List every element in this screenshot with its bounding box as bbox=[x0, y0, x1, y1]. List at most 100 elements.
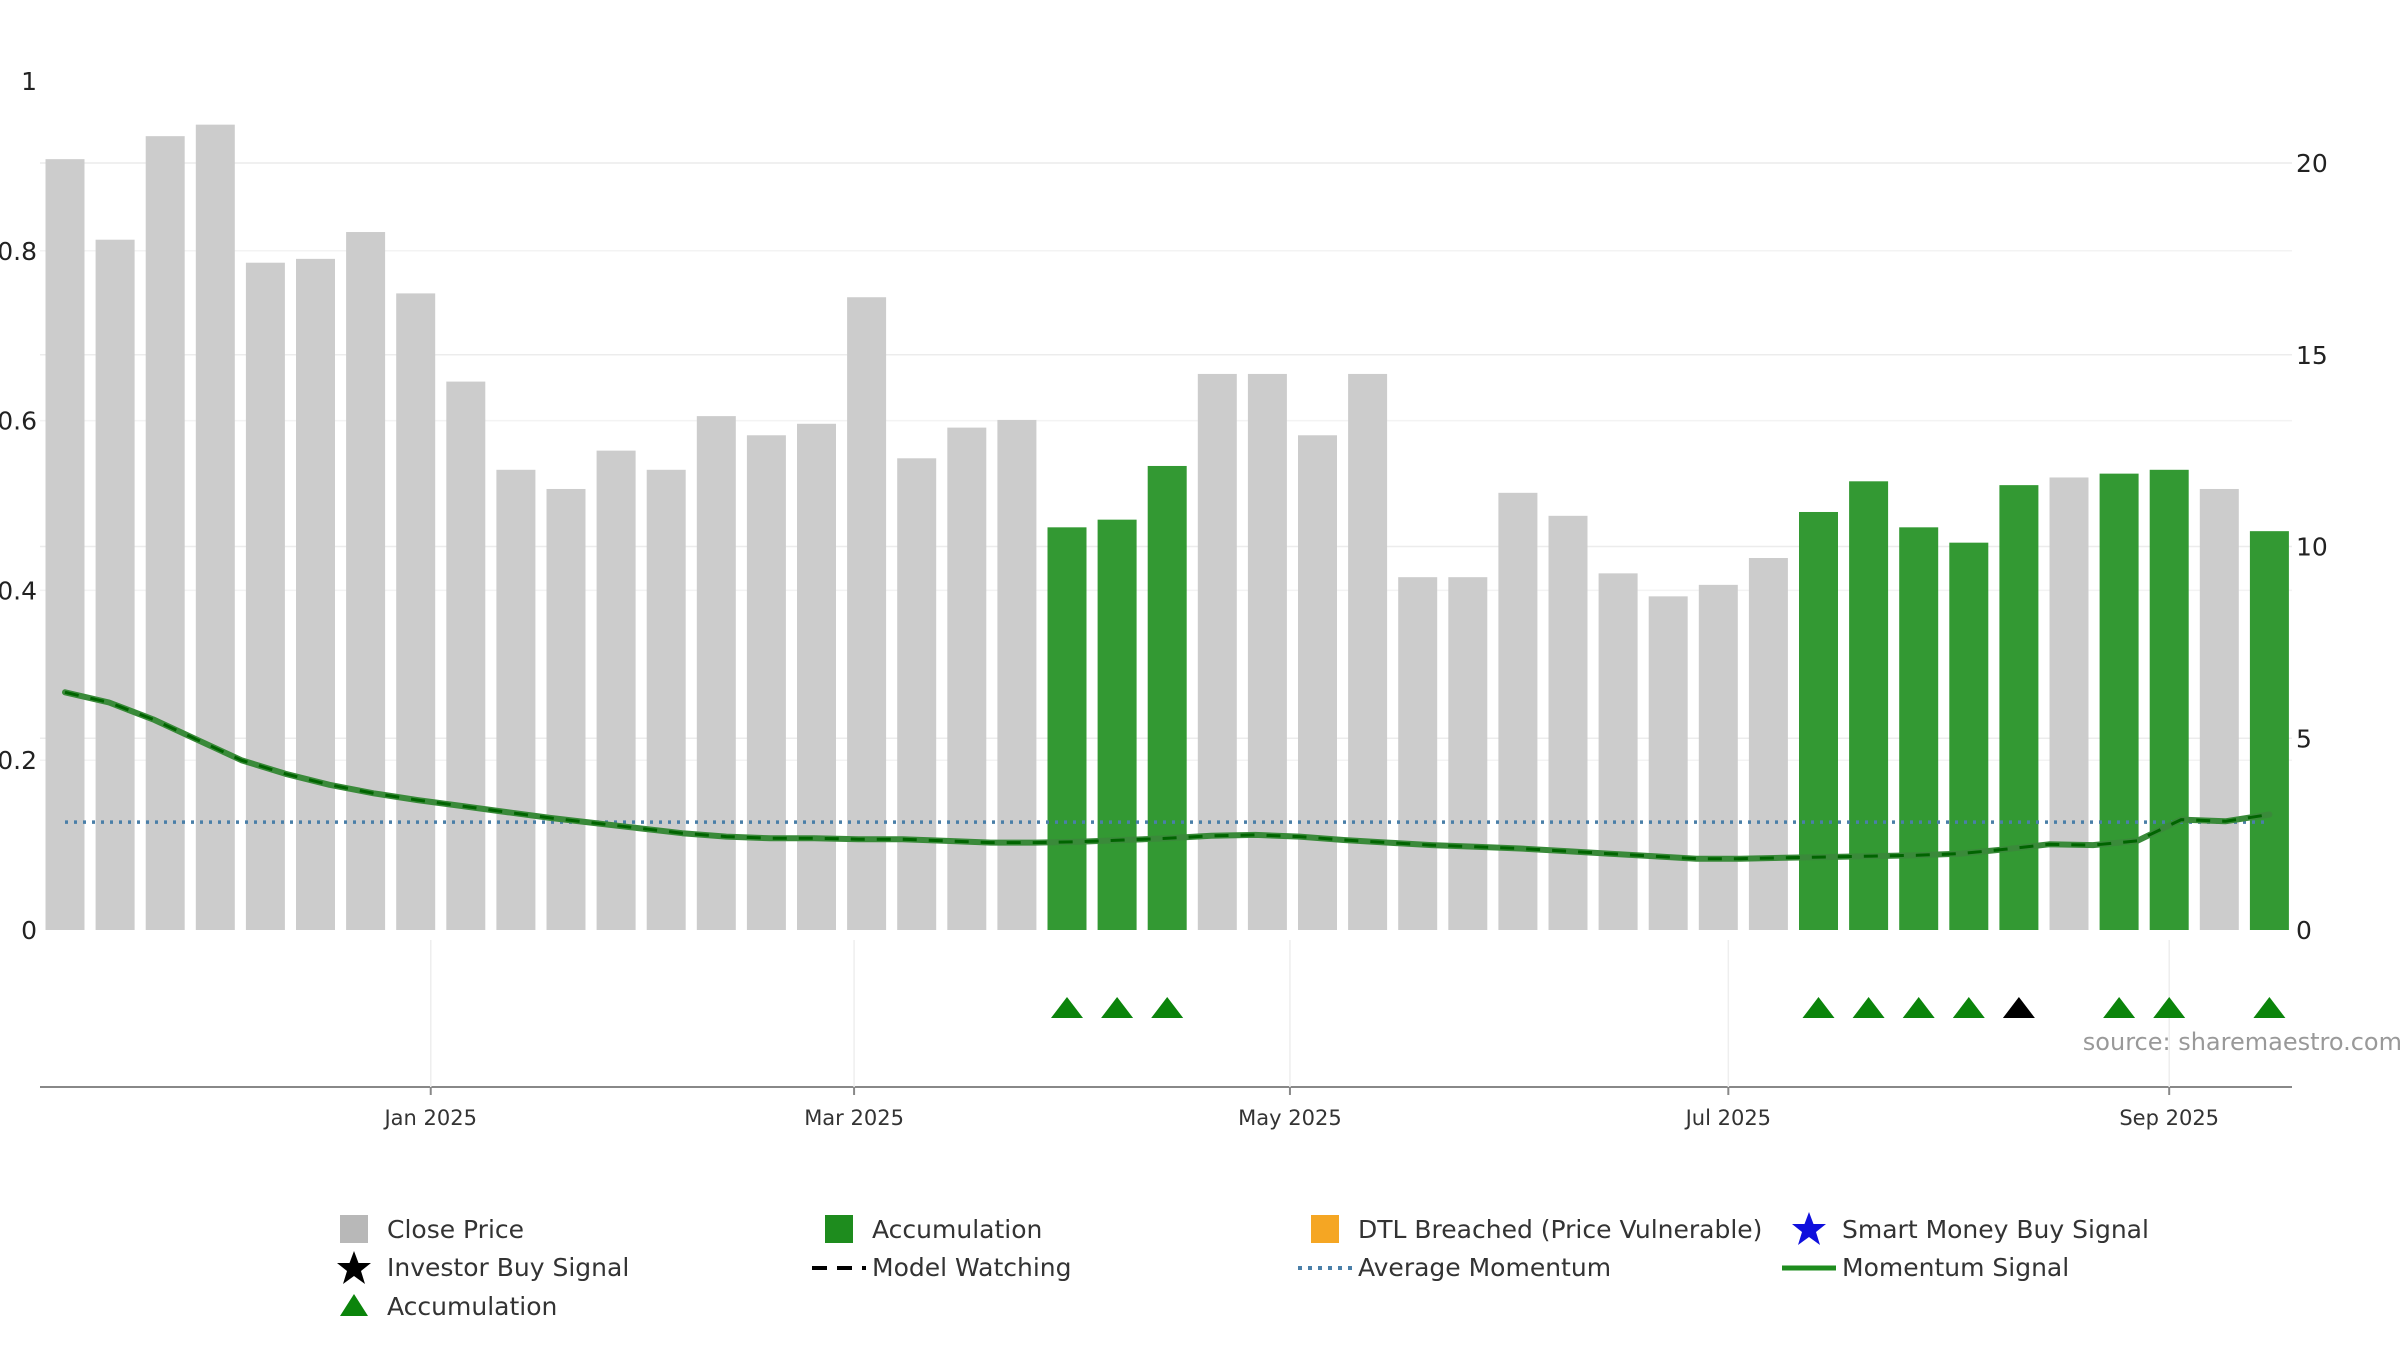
accumulation-bar bbox=[1097, 519, 1137, 930]
close-price-bar bbox=[1298, 435, 1337, 930]
legend-label: Smart Money Buy Signal bbox=[1842, 1214, 2149, 1244]
close-price-bar bbox=[847, 297, 887, 931]
accumulation-marker bbox=[1151, 997, 1184, 1018]
legend-item-investor-buy: Investor Buy Signal bbox=[325, 1249, 629, 1287]
left-axis-tick-label: 0.4 bbox=[0, 576, 37, 605]
square-grey-icon bbox=[325, 1210, 381, 1248]
accumulation-bar bbox=[2099, 473, 2139, 930]
legend-item-smart-money: Smart Money Buy Signal bbox=[1780, 1210, 2149, 1248]
dash-black-icon bbox=[810, 1249, 866, 1287]
accumulation-bar bbox=[1799, 511, 1838, 930]
close-price-bar bbox=[446, 381, 486, 931]
x-tick-label: Mar 2025 bbox=[804, 1106, 904, 1130]
close-price-bar bbox=[1197, 373, 1237, 930]
close-price-bar bbox=[1498, 492, 1538, 930]
legend-item-close-price: Close Price bbox=[325, 1210, 524, 1248]
accumulation-bar bbox=[1849, 481, 1889, 930]
star-black-icon bbox=[325, 1249, 381, 1287]
close-price-bar bbox=[947, 427, 987, 930]
right-axis-tick-label: 5 bbox=[2296, 724, 2312, 753]
close-price-bar bbox=[195, 124, 235, 930]
accumulation-bar bbox=[1999, 485, 2039, 930]
close-price-bar bbox=[596, 450, 636, 930]
left-axis-tick-label: 0.8 bbox=[0, 237, 37, 266]
x-tick-label: May 2025 bbox=[1238, 1106, 1342, 1130]
close-price-bar bbox=[245, 262, 285, 931]
x-tick-label: Jul 2025 bbox=[1684, 1106, 1771, 1130]
close-price-bar bbox=[145, 136, 185, 930]
close-price-bar bbox=[1448, 577, 1488, 930]
accumulation-marker bbox=[1902, 997, 1935, 1018]
close-price-bar bbox=[1247, 373, 1287, 930]
lines bbox=[62, 689, 2273, 862]
legend-item-momentum-signal: Momentum Signal bbox=[1780, 1249, 2069, 1287]
close-price-bar bbox=[897, 458, 937, 930]
legend-label: Momentum Signal bbox=[1842, 1253, 2070, 1282]
square-green-icon bbox=[810, 1210, 866, 1248]
close-price-bar bbox=[2199, 488, 2239, 930]
close-price-bar bbox=[95, 239, 135, 930]
close-price-bar bbox=[696, 416, 736, 930]
close-price-bar bbox=[646, 469, 686, 930]
accumulation-marker bbox=[1852, 997, 1885, 1018]
investor-buy-marker bbox=[2002, 997, 2035, 1018]
close-price-bar bbox=[1648, 596, 1688, 930]
legend: Close Price Accumulation DTL Breached (Pri… bbox=[0, 1210, 2400, 1330]
left-axis-tick-label: 0.6 bbox=[0, 407, 37, 436]
close-price-bar bbox=[797, 423, 836, 930]
close-price-bar bbox=[1748, 558, 1788, 930]
accumulation-marker bbox=[2253, 997, 2286, 1018]
source-label: source: sharemaestro.com bbox=[2083, 1028, 2400, 1056]
close-price-bar bbox=[396, 293, 436, 930]
close-price-bar bbox=[496, 469, 536, 930]
legend-item-average-momentum: Average Momentum bbox=[1296, 1249, 1611, 1287]
close-price-bar bbox=[1698, 584, 1738, 930]
right-axis-tick-label: 10 bbox=[2296, 533, 2328, 562]
accumulation-marker bbox=[1101, 997, 1134, 1018]
accumulation-marker bbox=[1802, 997, 1835, 1018]
accumulation-marker bbox=[1051, 997, 1083, 1018]
left-axis-tick-label: 1 bbox=[21, 67, 37, 96]
triangle-green-icon bbox=[325, 1287, 381, 1325]
close-price-bar bbox=[1548, 515, 1588, 930]
accumulation-bar bbox=[1147, 465, 1187, 930]
accumulation-marker bbox=[2153, 997, 2186, 1018]
close-price-bar bbox=[1398, 577, 1438, 930]
legend-label: Average Momentum bbox=[1358, 1253, 1612, 1282]
accumulation-marker bbox=[2103, 997, 2136, 1018]
legend-label: Close Price bbox=[387, 1214, 525, 1244]
legend-item-model-watching: Model Watching bbox=[810, 1249, 1072, 1287]
model-watching-line bbox=[64, 690, 2270, 861]
close-price-bar bbox=[45, 159, 85, 931]
legend-label: Model Watching bbox=[872, 1253, 1072, 1282]
right-axis-tick-label: 15 bbox=[2296, 341, 2328, 370]
close-price-bar bbox=[746, 435, 786, 930]
right-axis-tick-label: 20 bbox=[2296, 149, 2328, 178]
close-price-bar bbox=[346, 232, 386, 930]
accumulation-bar bbox=[2149, 469, 2189, 930]
close-price-bar bbox=[296, 258, 335, 930]
legend-label: Investor Buy Signal bbox=[387, 1253, 630, 1282]
accumulation-bar bbox=[1949, 542, 1989, 930]
legend-item-dtl: DTL Breached (Price Vulnerable) bbox=[1296, 1210, 1762, 1248]
square-orange-icon bbox=[1296, 1210, 1352, 1248]
line-green-icon bbox=[1780, 1249, 1836, 1287]
close-price-bar bbox=[2049, 477, 2089, 930]
close-price-bar bbox=[997, 419, 1037, 930]
left-axis-tick-label: 0.2 bbox=[0, 746, 37, 775]
dotted-blue-icon bbox=[1296, 1249, 1352, 1287]
close-price-bar bbox=[1598, 573, 1638, 930]
x-tick-label: Jan 2025 bbox=[382, 1106, 477, 1130]
accumulation-marker bbox=[1952, 997, 1985, 1018]
legend-item-accumulation-marker: Accumulation bbox=[325, 1287, 557, 1325]
x-tick-label: Sep 2025 bbox=[2119, 1106, 2219, 1130]
legend-item-accumulation-bar: Accumulation bbox=[810, 1210, 1042, 1248]
signal-markers bbox=[1051, 997, 2286, 1018]
close-price-bar bbox=[1348, 373, 1388, 930]
left-axis-tick-label: 0 bbox=[21, 916, 37, 945]
legend-label: DTL Breached (Price Vulnerable) bbox=[1358, 1214, 1763, 1244]
bars bbox=[45, 124, 2289, 931]
legend-label: Accumulation bbox=[387, 1291, 558, 1321]
